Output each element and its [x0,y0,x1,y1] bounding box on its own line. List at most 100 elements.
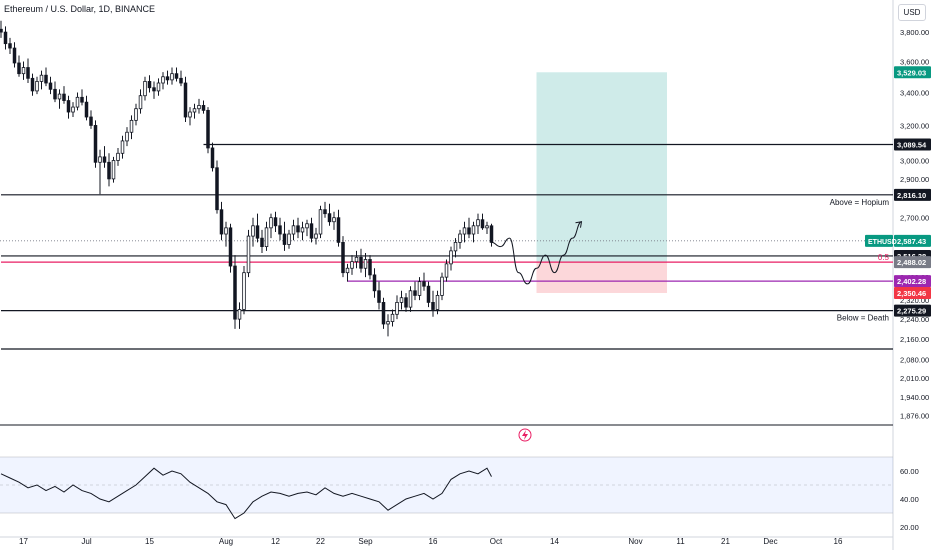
candle-body-65 [291,225,296,235]
candle-body-48 [215,167,219,211]
last-price-tag: 2,587.43 [897,237,926,246]
candle-body-92 [413,290,417,296]
candle-body-13 [57,93,62,100]
price-tag-5: 2,275.29 [897,307,926,316]
candle-body-59 [264,227,269,248]
candle-body-87 [390,313,395,322]
y-tick-3: 3,200.00 [900,121,929,130]
candle-body-64 [287,233,291,245]
candle-body-101 [453,241,458,252]
candle-body-36 [161,76,165,84]
candle-body-104 [467,227,471,235]
position-loss-zone [536,262,667,293]
candle-body-66 [296,225,300,233]
candle-body-22 [98,156,102,163]
candle-body-18 [80,96,84,103]
price-tag-3: 2,488.02 [897,258,926,267]
candle-body-27 [120,140,125,154]
candle-body-42 [188,111,192,118]
x-tick-11: 11 [676,537,685,546]
candle-body-34 [152,87,156,92]
candle-body-74 [332,217,336,223]
candle-body-94 [422,281,426,287]
candle-body-78 [350,261,354,269]
y-tick-10: 2,320.00 [900,296,929,305]
candle-body-53 [237,309,242,320]
candle-body-9 [39,74,44,82]
x-tick-9: 14 [550,537,559,546]
y-tick-13: 2,080.00 [900,355,929,364]
candle-body-41 [183,82,188,118]
candle-body-76 [341,241,345,274]
candle-body-108 [485,225,489,229]
x-tick-10: Nov [628,537,642,546]
rsi-tick-2: 20.00 [900,523,919,532]
candle-body-102 [458,233,462,243]
rsi-tick-0: 60.00 [900,467,919,476]
candle-body-79 [354,256,359,263]
candle-body-81 [363,259,368,269]
y-tick-5: 2,900.00 [900,175,929,184]
candle-body-29 [129,119,134,133]
candle-body-100 [449,250,453,265]
candle-body-33 [147,81,152,89]
candle-body-50 [224,227,228,235]
y-tick-2: 3,400.00 [900,89,929,98]
candle-body-106 [476,219,480,227]
candle-body-70 [314,233,318,239]
price-tag-4: 2,402.28 [897,277,926,286]
price-tag-0-bg [894,138,931,151]
symbol-tag: ETHUSD [868,239,897,246]
x-tick-2: 15 [145,537,154,546]
y-tick-11: 2,240.00 [900,315,929,324]
x-tick-6: Sep [358,537,373,546]
rsi-line [0,467,492,520]
candle-body-89 [399,297,404,303]
symbol-tag-bg [865,234,893,247]
candle-body-28 [125,131,129,142]
x-tick-13: Dec [763,537,777,546]
candle-body-46 [206,109,210,149]
candle-body-32 [143,81,147,97]
candle-body-15 [66,100,71,113]
price-tag-4-bg [894,275,931,288]
x-tick-7: 16 [429,537,438,546]
candle-body-38 [170,73,174,81]
candle-body-71 [318,209,323,235]
take-profit-tag-bg [894,66,931,79]
candle-body-24 [107,161,111,180]
candle-body-35 [156,82,161,92]
candle-body-72 [323,209,327,215]
candle-body-21 [93,125,98,163]
y-tick-12: 2,160.00 [900,335,929,344]
candle-body-23 [102,156,107,163]
candle-body-95 [426,285,431,303]
x-tick-3: Aug [219,537,233,546]
currency-button[interactable]: USD [898,4,926,21]
candle-body-99 [444,263,449,278]
fib-label: 0.5 [878,253,890,262]
candle-body-55 [246,235,251,274]
candle-body-93 [417,281,422,296]
price-tag-0: 3,089.54 [897,141,927,150]
x-tick-8: Oct [490,537,503,546]
candle-body-57 [255,225,260,239]
candle-body-47 [210,147,215,169]
candle-body-30 [134,108,138,121]
candle-body-44 [197,105,201,110]
candle-body-61 [273,217,278,227]
candle-body-109 [489,225,494,243]
candle-body-80 [359,256,363,269]
candle-body-45 [201,105,206,111]
candle-body-91 [408,290,413,308]
candle-body-82 [368,259,372,276]
y-tick-14: 2,010.00 [900,374,929,383]
candle-body-105 [471,225,476,235]
candle-body-40 [179,77,183,84]
candle-body-96 [431,302,435,310]
candle-body-63 [282,233,287,245]
candle-body-56 [251,225,255,237]
candle-body-103 [462,227,467,235]
